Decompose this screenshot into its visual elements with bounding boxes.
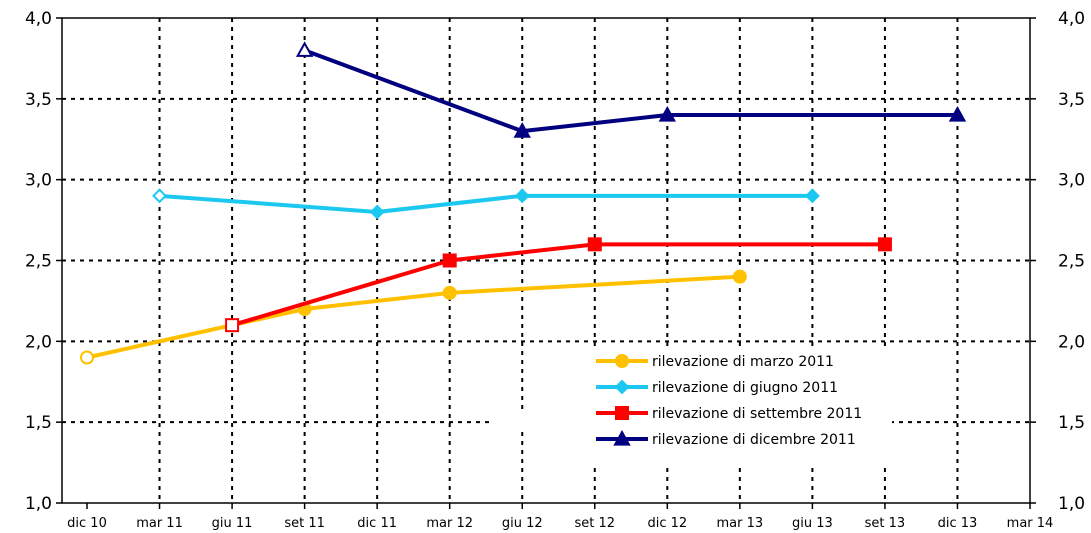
- legend-label: rilevazione di dicembre 2011: [652, 432, 856, 448]
- left-y-tick-label: 1,0: [25, 494, 52, 514]
- x-tick-label: dic 13: [938, 516, 978, 531]
- legend: rilevazione di marzo 2011 rilevazione di …: [596, 354, 862, 448]
- left-y-tick-label: 2,0: [25, 332, 52, 352]
- left-y-tick-label: 3,0: [25, 171, 52, 191]
- right-y-tick-label: 2,5: [1058, 252, 1085, 272]
- x-tick-label: set 13: [865, 516, 906, 531]
- legend-box: [592, 346, 892, 464]
- right-y-tick-label: 1,5: [1058, 413, 1085, 433]
- data-point: [152, 188, 167, 204]
- left-y-axis: 1,0 1,5 2,0 2,5 3,0 3,5 4,0: [25, 9, 62, 514]
- right-y-tick-label: 2,0: [1058, 332, 1085, 352]
- data-point: [442, 285, 457, 300]
- x-tick-label: mar 11: [136, 516, 183, 531]
- right-y-axis: 1,0 1,5 2,0 2,5 3,0 3,5 4,0: [1030, 9, 1085, 514]
- legend-label: rilevazione di giugno 2011: [652, 380, 838, 396]
- data-point: [948, 105, 967, 122]
- series-line: [231, 242, 885, 328]
- data-point: [513, 122, 531, 138]
- x-tick-label: dic 10: [67, 516, 107, 531]
- series-3: [295, 41, 967, 138]
- legend-background: [490, 346, 892, 464]
- right-y-tick-label: 3,5: [1058, 90, 1085, 110]
- data-point: [587, 237, 602, 252]
- data-point: [442, 253, 457, 268]
- data-point: [804, 188, 820, 204]
- legend-box-extension: [490, 410, 592, 430]
- legend-item: rilevazione di giugno 2011: [596, 379, 838, 396]
- data-point: [80, 350, 94, 365]
- legend-item: rilevazione di dicembre 2011: [596, 429, 856, 448]
- data-point: [225, 318, 240, 333]
- left-y-tick-label: 2,5: [25, 252, 52, 272]
- data-point: [514, 188, 530, 204]
- legend-item: rilevazione di settembre 2011: [596, 406, 862, 422]
- x-tick-label: giu 11: [212, 516, 253, 531]
- series-line: [86, 274, 740, 360]
- x-tick-label: set 12: [574, 516, 615, 531]
- legend-item: rilevazione di marzo 2011: [596, 354, 834, 370]
- data-point: [877, 237, 892, 252]
- data-point: [658, 105, 677, 122]
- series-layer: [80, 41, 967, 365]
- x-tick-label: dic 12: [647, 516, 687, 531]
- series-line: [303, 48, 958, 134]
- series-1: [152, 188, 820, 220]
- series-line: [159, 193, 813, 214]
- right-y-tick-label: 4,0: [1058, 9, 1085, 29]
- legend-swatch-marker: [614, 379, 630, 395]
- legend-swatch-marker: [615, 406, 629, 420]
- x-tick-label: dic 11: [357, 516, 397, 531]
- right-y-tick-label: 3,0: [1058, 171, 1085, 191]
- left-y-tick-label: 3,5: [25, 90, 52, 110]
- x-tick-label: mar 12: [426, 516, 473, 531]
- legend-swatch-marker: [615, 354, 629, 368]
- x-tick-label: giu 13: [792, 516, 833, 531]
- right-y-tick-label: 1,0: [1058, 494, 1085, 514]
- left-y-tick-label: 1,5: [25, 413, 52, 433]
- left-y-tick-label: 4,0: [25, 9, 52, 29]
- data-point: [295, 41, 314, 57]
- x-tick-label: giu 12: [502, 516, 543, 531]
- x-tick-label: mar 13: [717, 516, 764, 531]
- data-point: [732, 269, 747, 284]
- x-tick-label: mar 14: [1007, 516, 1054, 531]
- series-2: [225, 237, 892, 333]
- x-axis: dic 10 mar 11 giu 11 set 11 dic 11 mar 12 giu …: [67, 503, 1053, 531]
- legend-label: rilevazione di settembre 2011: [652, 406, 862, 422]
- data-point: [369, 204, 385, 220]
- x-tick-label: set 11: [284, 516, 325, 531]
- legend-swatch-marker: [613, 429, 631, 446]
- legend-label: rilevazione di marzo 2011: [652, 354, 834, 370]
